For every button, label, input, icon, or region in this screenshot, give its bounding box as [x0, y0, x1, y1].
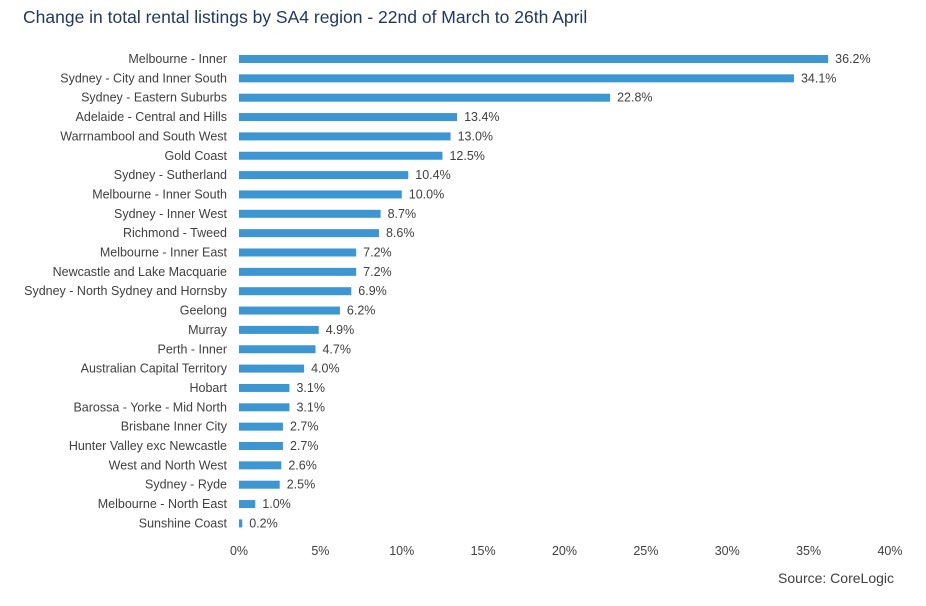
bar [239, 345, 316, 354]
bar [239, 480, 280, 489]
value-label: 2.5% [287, 478, 316, 492]
x-tick-label: 10% [389, 544, 414, 558]
category-label: Warrnambool and South West [60, 129, 227, 143]
bar [239, 364, 305, 373]
category-label: Melbourne - Inner [128, 52, 227, 66]
value-label: 7.2% [363, 265, 392, 279]
category-label: Sydney - Ryde [145, 478, 227, 492]
value-label: 4.0% [311, 362, 340, 376]
value-label: 3.1% [296, 381, 325, 395]
chart-title: Change in total rental listings by SA4 r… [23, 7, 588, 27]
x-tick-label: 40% [877, 544, 902, 558]
bar [239, 132, 451, 141]
value-label: 2.7% [290, 420, 319, 434]
value-label: 10.4% [415, 168, 450, 182]
x-tick-label: 30% [715, 544, 740, 558]
category-label: West and North West [109, 458, 228, 472]
x-tick-label: 5% [311, 544, 329, 558]
source-note: Source: CoreLogic [778, 570, 894, 586]
category-label: Hunter Valley exc Newcastle [69, 439, 227, 453]
bars [239, 55, 829, 528]
value-label: 4.7% [322, 342, 351, 356]
value-label: 6.2% [347, 304, 376, 318]
bar [239, 422, 283, 431]
bar [239, 171, 409, 180]
bar [239, 229, 379, 238]
bar [239, 383, 290, 392]
bar [239, 442, 283, 450]
value-label: 1.0% [262, 497, 291, 511]
bar [239, 55, 829, 63]
x-tick-label: 15% [471, 544, 496, 558]
bar [239, 93, 611, 102]
category-label: Melbourne - North East [98, 497, 228, 511]
bar [239, 151, 443, 160]
bar [239, 190, 402, 199]
category-label: Sydney - City and Inner South [60, 71, 227, 85]
category-label: Brisbane Inner City [121, 420, 228, 434]
value-label: 8.6% [386, 226, 415, 240]
x-tick-label: 35% [796, 544, 821, 558]
category-label: Sydney - Sutherland [114, 168, 227, 182]
category-label: Australian Capital Territory [81, 362, 228, 376]
bar [239, 248, 357, 257]
bar [239, 287, 352, 296]
value-label: 12.5% [449, 149, 484, 163]
category-label: Sydney - Inner West [114, 207, 228, 221]
bar [239, 209, 381, 218]
bar [239, 461, 282, 470]
value-label: 22.8% [617, 91, 652, 105]
bar [239, 403, 290, 412]
category-label: Geelong [180, 304, 227, 318]
value-label: 13.0% [458, 129, 493, 143]
value-label: 7.2% [363, 246, 392, 260]
bar [239, 74, 794, 83]
value-label: 2.6% [288, 458, 317, 472]
x-tick-label: 0% [230, 544, 248, 558]
bar [239, 325, 319, 334]
x-tick-label: 25% [633, 544, 658, 558]
category-label: Richmond - Tweed [123, 226, 227, 240]
category-label: Melbourne - Inner South [92, 187, 227, 201]
value-label: 2.7% [290, 439, 319, 453]
category-label: Gold Coast [164, 149, 227, 163]
x-tick-label: 20% [552, 544, 577, 558]
value-labels: 36.2% 34.1% 22.8% 13.4% 13.0% 12.5% 10.4% 10.0%… [249, 52, 870, 530]
category-label: Adelaide - Central and Hills [76, 110, 227, 124]
bar [239, 267, 357, 276]
value-label: 0.2% [249, 516, 278, 530]
category-label: Perth - Inner [158, 342, 227, 356]
bar [239, 113, 458, 122]
category-label: Murray [188, 323, 228, 337]
category-label: Hobart [189, 381, 227, 395]
x-axis-ticks: 0% 5% 10% 15% 20% 25% 30% 35% 40% [230, 544, 903, 558]
value-label: 8.7% [388, 207, 417, 221]
value-label: 3.1% [296, 400, 325, 414]
category-label: Barossa - Yorke - Mid North [73, 400, 227, 414]
category-label: Sydney - Eastern Suburbs [81, 91, 227, 105]
value-label: 4.9% [326, 323, 355, 337]
value-label: 13.4% [464, 110, 499, 124]
value-label: 36.2% [835, 52, 870, 66]
value-label: 6.9% [358, 284, 387, 298]
category-label: Sunshine Coast [139, 516, 228, 530]
bar [239, 519, 243, 528]
value-label: 10.0% [409, 187, 444, 201]
bar [239, 306, 340, 315]
category-label: Melbourne - Inner East [100, 246, 228, 260]
category-label: Sydney - North Sydney and Hornsby [24, 284, 228, 298]
value-label: 34.1% [801, 71, 836, 85]
category-label: Newcastle and Lake Macquarie [53, 265, 227, 279]
bar [239, 500, 256, 509]
category-labels: Melbourne - Inner Sydney - City and Inner… [24, 52, 228, 530]
